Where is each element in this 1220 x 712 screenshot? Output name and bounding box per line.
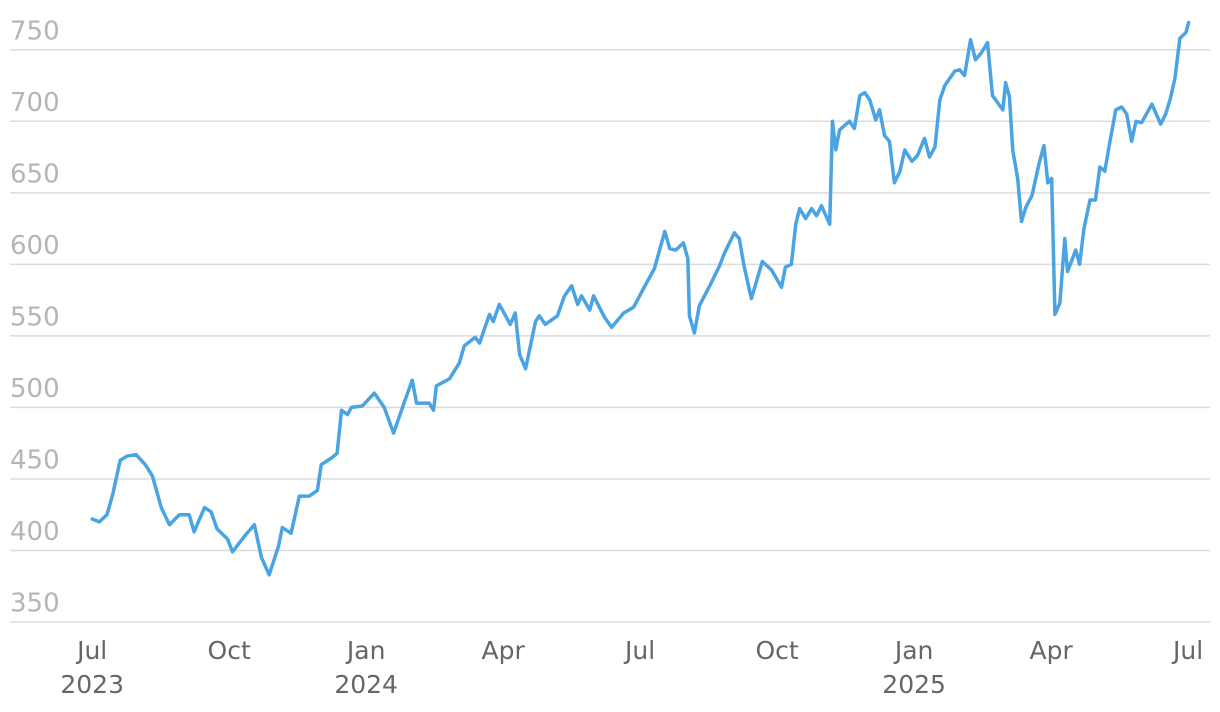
x-tick-label: Apr: [1029, 636, 1073, 665]
x-tick-label: Apr: [481, 636, 525, 665]
x-tick-label: Jul: [625, 636, 656, 665]
price-line: [90, 20, 1191, 577]
y-tick-label: 700: [10, 88, 60, 118]
y-tick-label: 400: [10, 517, 60, 547]
y-tick-label: 600: [10, 231, 60, 261]
y-tick-label: 650: [10, 159, 60, 189]
y-tick-label: 500: [10, 374, 60, 404]
x-tick-label: Jan 2025: [882, 636, 946, 699]
x-tick-label: Jul: [1172, 636, 1204, 665]
x-tick-label: Jan 2024: [334, 636, 398, 699]
x-tick-label: Oct: [207, 636, 251, 665]
y-tick-label: 450: [10, 445, 60, 475]
x-tick-label: Jul 2023: [60, 636, 124, 699]
y-tick-label: 550: [10, 302, 60, 332]
y-tick-label: 350: [10, 589, 60, 619]
y-tick-label: 750: [10, 16, 60, 46]
x-tick-label: Oct: [755, 636, 799, 665]
